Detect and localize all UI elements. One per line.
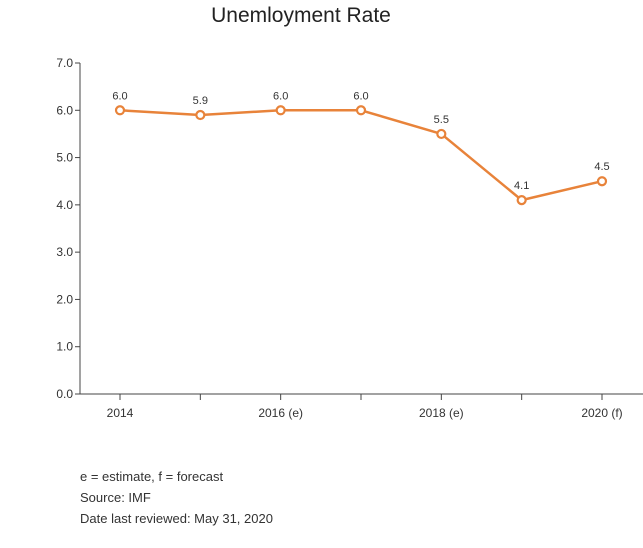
- data-point: [436, 128, 447, 140]
- data-label: 5.9: [193, 95, 208, 107]
- footnotes: e = estimate, f = forecast Source: IMF D…: [80, 466, 273, 529]
- data-labels: 6.0 5.9 6.0 6.0 5.5 4.1 4.5: [112, 90, 609, 192]
- data-label: 6.0: [353, 90, 368, 102]
- chart-title: Unemloyment Rate: [211, 4, 391, 27]
- x-tick-label: 2018 (e): [419, 406, 464, 420]
- y-tick-label: 4.0: [56, 198, 73, 212]
- y-tick-label: 1.0: [56, 340, 73, 354]
- data-point: [114, 105, 126, 116]
- data-label: 6.0: [112, 90, 127, 102]
- y-tick-label: 7.0: [56, 56, 73, 70]
- estimate-note: e = estimate, f = forecast: [80, 469, 224, 484]
- axes: 0.0 1.0 2.0 3.0 4.0 5.0 6.0 7.0 2014 2016 (e) 2018…: [56, 56, 643, 420]
- data-label: 5.5: [434, 114, 449, 126]
- data-label: 6.0: [273, 90, 288, 102]
- x-tick-label: 2014: [107, 406, 134, 420]
- data-point: [516, 195, 527, 206]
- chart-container: Unemloyment Rate 0.0 1.0 2.0 3.0 4.0 5.0 6.0 7.…: [56, 4, 643, 420]
- reviewed-note: Date last reviewed: May 31, 2020: [80, 511, 273, 526]
- y-tick-label: 3.0: [56, 245, 73, 259]
- y-tick-label: 0.0: [56, 387, 73, 401]
- series-layer: [114, 105, 608, 206]
- line-chart: Unemloyment Rate 0.0 1.0 2.0 3.0 4.0 5.0 6.0 7.…: [56, 4, 643, 420]
- source-note: Source: IMF: [80, 490, 151, 505]
- data-point: [355, 105, 367, 116]
- y-tick-label: 2.0: [56, 292, 73, 306]
- data-point: [195, 109, 206, 121]
- data-point: [275, 105, 286, 116]
- data-label: 4.5: [594, 161, 609, 173]
- x-tick-label: 2020 (f): [581, 406, 622, 420]
- y-tick-label: 5.0: [56, 151, 73, 165]
- x-tick-label: 2016 (e): [258, 406, 303, 420]
- data-point: [596, 176, 608, 187]
- data-label: 4.1: [514, 180, 529, 192]
- series-line: [118, 109, 604, 202]
- y-tick-label: 6.0: [56, 103, 73, 117]
